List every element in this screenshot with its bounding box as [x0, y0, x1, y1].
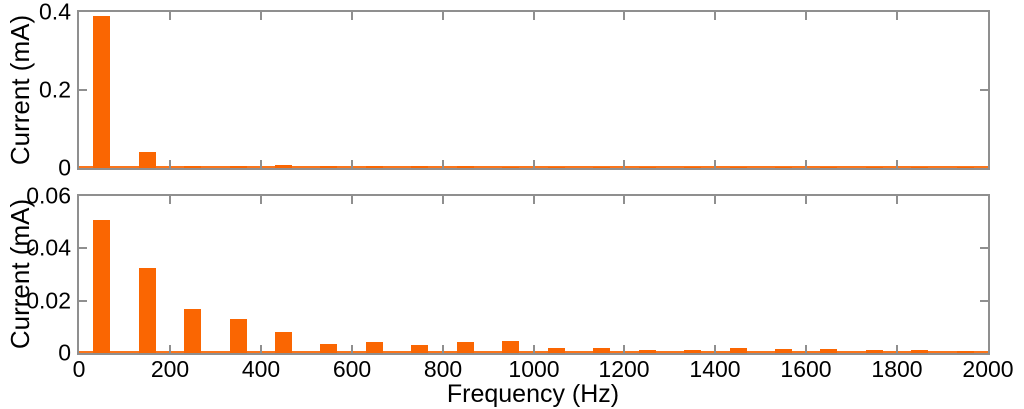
x-axis-label: Frequency (Hz) — [446, 380, 620, 408]
x-tick-label: 0 — [72, 356, 86, 382]
y-tick-mark-0.04 — [79, 247, 87, 249]
spectrum-bar-1150hz — [593, 348, 610, 353]
x-tick-label: 1800 — [871, 356, 923, 382]
bottom-spectrum-plot-area — [77, 194, 990, 355]
x-tick-label: 200 — [150, 356, 190, 382]
x-tick-mark-1800 — [896, 345, 898, 353]
x-tick-label: 1600 — [780, 356, 832, 382]
spectrum-bar-750hz — [411, 345, 428, 353]
spectrum-bar-1050hz — [548, 348, 565, 353]
x-tick-mark-1000 — [533, 196, 535, 204]
x-tick-mark-1000 — [533, 12, 535, 20]
y-tick-mark-0.02 — [980, 300, 988, 302]
y-tick-mark-0.04 — [980, 247, 988, 249]
spectrum-bar-1450hz — [730, 348, 747, 353]
y-tick-label: 0.04 — [26, 234, 71, 261]
y-tick-mark-0.2 — [980, 89, 988, 91]
spectrum-bar-150hz — [139, 152, 156, 168]
x-tick-mark-1400 — [714, 345, 716, 353]
y-tick-label: 0 — [58, 154, 71, 181]
x-tick-mark-1000 — [533, 345, 535, 353]
x-tick-mark-600 — [351, 345, 353, 353]
x-tick-label: 600 — [332, 356, 372, 382]
x-tick-label: 400 — [241, 356, 281, 382]
spectrum-bar-50hz — [93, 220, 110, 353]
x-tick-mark-1000 — [533, 160, 535, 168]
x-tick-mark-400 — [260, 12, 262, 20]
x-tick-mark-1800 — [896, 12, 898, 20]
x-tick-mark-800 — [442, 12, 444, 20]
x-tick-mark-1600 — [805, 196, 807, 204]
x-tick-mark-200 — [169, 160, 171, 168]
spectrum-bar-250hz — [184, 309, 201, 353]
x-tick-mark-200 — [169, 345, 171, 353]
x-tick-mark-1800 — [896, 196, 898, 204]
x-tick-mark-1800 — [896, 160, 898, 168]
x-tick-mark-1600 — [805, 160, 807, 168]
x-tick-mark-1400 — [714, 196, 716, 204]
spectrum-bar-850hz — [457, 342, 474, 353]
x-tick-mark-800 — [442, 345, 444, 353]
x-tick-mark-800 — [442, 196, 444, 204]
y-tick-mark-0.02 — [79, 300, 87, 302]
x-tick-mark-1600 — [805, 345, 807, 353]
spectrum-bar-450hz — [275, 332, 292, 353]
x-tick-mark-1200 — [623, 160, 625, 168]
x-tick-mark-600 — [351, 160, 353, 168]
x-tick-label: 1200 — [598, 356, 650, 382]
x-tick-mark-1200 — [623, 196, 625, 204]
y-tick-label: 0 — [58, 339, 71, 366]
bottom-chart-y-axis-label: Current (mA) — [5, 198, 35, 350]
x-tick-mark-1600 — [805, 12, 807, 20]
spectrum-bar-950hz — [502, 341, 519, 353]
x-tick-mark-600 — [351, 196, 353, 204]
x-tick-mark-800 — [442, 160, 444, 168]
spectrum-bar-650hz — [366, 342, 383, 353]
spectrum-bar-150hz — [139, 268, 156, 353]
x-tick-label: 1000 — [508, 356, 560, 382]
y-tick-label: 0.06 — [26, 182, 71, 209]
y-tick-mark-0.2 — [79, 89, 87, 91]
top-spectrum-plot-area — [77, 10, 990, 170]
spectrum-bar-550hz — [320, 344, 337, 353]
x-tick-mark-400 — [260, 196, 262, 204]
x-tick-mark-200 — [169, 12, 171, 20]
y-tick-label: 0.4 — [39, 0, 71, 25]
x-tick-mark-1200 — [623, 345, 625, 353]
x-tick-mark-1200 — [623, 12, 625, 20]
y-tick-label: 0.02 — [26, 287, 71, 314]
x-tick-mark-600 — [351, 12, 353, 20]
x-tick-label: 2000 — [962, 356, 1014, 382]
x-tick-mark-1400 — [714, 160, 716, 168]
spectrum-bar-50hz — [93, 16, 110, 168]
y-tick-label: 0.2 — [39, 76, 71, 103]
x-tick-label: 800 — [423, 356, 463, 382]
x-tick-mark-200 — [169, 196, 171, 204]
x-tick-mark-400 — [260, 345, 262, 353]
spectrum-bar-350hz — [230, 319, 247, 353]
x-tick-mark-1400 — [714, 12, 716, 20]
x-tick-label: 1400 — [689, 356, 741, 382]
x-tick-mark-400 — [260, 160, 262, 168]
